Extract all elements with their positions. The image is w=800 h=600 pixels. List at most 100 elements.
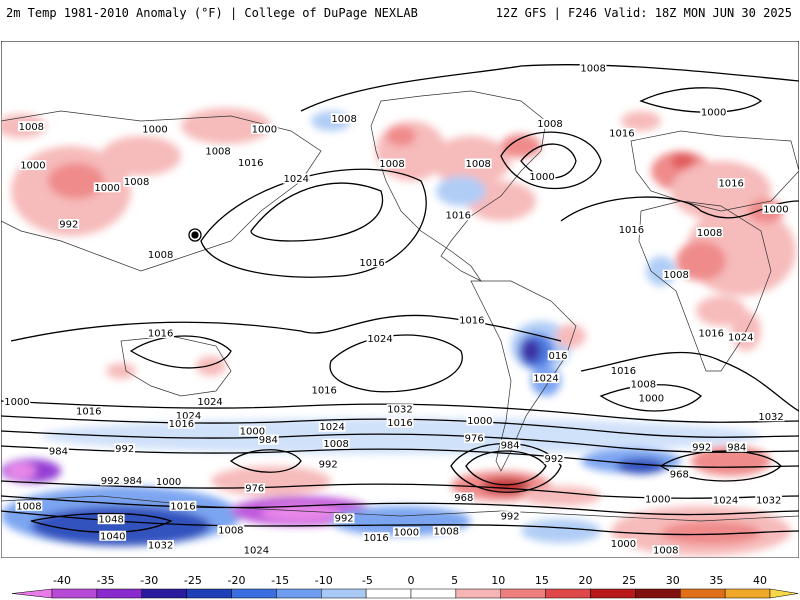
isobar-label-background [536,118,564,129]
isobar-label: 1008 [631,379,656,390]
isobar-label-background [608,128,636,139]
colorbar-swatch [545,588,591,599]
isobar-label-background [547,350,569,361]
colorbar-tick-label: -20 [228,574,246,587]
isobar-label: 1008 [19,122,44,133]
isobar-contour [639,87,763,113]
colorbar-tick-label: -5 [362,574,373,587]
isobar-label-background [726,441,748,452]
isobar-label: 1008 [148,250,173,261]
isobar-contour [580,351,799,412]
isobar-label: 1008 [663,270,688,281]
isobar-label: 1008 [16,501,41,512]
isobar-label: 1016 [459,316,484,327]
colorbar-swatch [455,588,501,599]
isobar-label-background [318,421,346,432]
isobar-label-background [17,121,45,132]
isobar-label: 984 [727,442,746,453]
isobar-label-background [362,532,390,543]
colorbar-tick-label: -10 [315,574,333,587]
isobar-label: 1016 [363,533,388,544]
isobar-label-background [100,475,121,486]
isobar-label-background [652,545,680,556]
isobar-contour [188,228,202,242]
colorbar-tick-label: -15 [271,574,289,587]
map-title: 2m Temp 1981-2010 Anomaly (°F) | College… [6,6,418,20]
isobar-label-background [386,417,414,428]
isobar-label-background [310,384,338,395]
isobar-label-background [169,500,197,511]
isobar-label: 1040 [100,531,125,542]
isobar-label-background [244,483,266,494]
australia-outline [120,335,232,397]
isobar-contour [500,131,602,189]
isobar-label-background [196,396,224,407]
isobar-contour [659,450,782,482]
isobar-label-background [644,494,672,505]
isobar-label: 992 [692,442,711,453]
isobar-label-background [532,373,560,384]
colorbar: -40 -35 -30 -25 -20 -15 -10 -5 0 5 10 15 20 25 30 35 40 [11,574,799,599]
isobar-label-background [697,328,725,339]
model-run-info: 12Z GFS | F246 Valid: 18Z MON JUN 30 202… [495,6,792,20]
europe-outline [630,130,799,212]
isobar-label-background [317,458,339,469]
isobar-label: 1016 [170,501,195,512]
isobar-label-background [15,500,43,511]
isobar-label-background [99,530,127,541]
isobar-label-background [358,257,386,268]
isobar-label-background [755,495,783,506]
isobar-label-background [58,219,80,230]
isobar-label-background [19,160,47,171]
isobar-label-background [669,469,690,480]
isobar-label-background [330,113,358,124]
isobar-label: 984 [501,440,520,451]
colorbar-swatch [680,588,726,599]
colorbar-swatch [231,588,277,599]
isobar-label: 1000 [701,107,726,118]
isobar-label-background [618,224,645,235]
isobar-contour [450,442,562,493]
colorbar-swatch [141,588,187,599]
isobar-label: 1008 [323,439,348,450]
isobar-label: 1008 [465,159,490,170]
isobar-label: 1024 [284,174,309,185]
africa-outline [638,200,772,372]
isobar-label-background [141,123,169,134]
isobar-label: 1000 [252,124,277,135]
isobar-label: 992 [544,454,563,465]
colorbar-tick-label: 30 [666,574,680,587]
isobar-label: 1008 [653,546,678,557]
isobar-label-background [464,158,492,169]
isobar-label-background [204,146,232,157]
isobar-contour [250,182,384,242]
colorbar-tick-label: 0 [408,574,415,587]
isobar-label-background [147,249,174,260]
isobar-label: 1000 [763,205,788,216]
isobar-label-background [662,269,690,280]
isobar-label: 1008 [218,526,243,537]
colorbar-tick-label: 25 [622,574,636,587]
isobar-label: 1016 [169,419,194,430]
isobar-label: 984 [49,446,68,457]
isobar-label-background [499,439,521,450]
isobar-label-background [147,328,174,339]
isobar-label: 992 [335,514,354,525]
isobar-label: 992 [501,512,520,523]
isobar-contour [1,400,799,423]
isobar-label: 1032 [387,405,412,416]
isobar-label: 1000 [394,528,419,539]
isobar-label: 1016 [76,407,101,418]
isobar-label-background [147,540,174,551]
isobar-label: 1016 [611,366,636,377]
isobar-label-background [322,438,350,449]
isobar-label: 1016 [609,129,634,140]
colorbar-swatch [410,588,457,599]
isobar-label-background [458,315,486,326]
isobar-label-background [378,158,406,169]
isobar-label-background [762,204,790,215]
isobar-label: 1008 [580,63,605,74]
isobar-label: 968 [454,493,473,504]
isobar-label-background [463,433,485,444]
isobar-label: 1032 [756,496,781,507]
